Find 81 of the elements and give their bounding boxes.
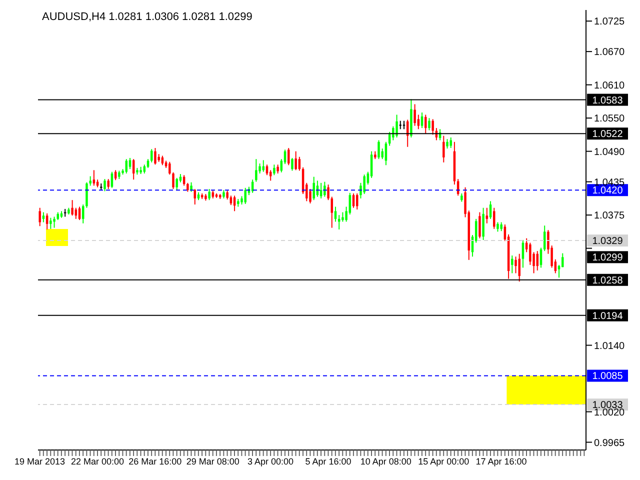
candlestick — [107, 178, 110, 190]
x-tick-label: 22 Mar 00:00 — [70, 456, 124, 466]
y-tick-label: 1.0725 — [594, 16, 626, 28]
x-tick-label: 5 Apr 16:00 — [305, 456, 352, 466]
candlestick — [104, 178, 106, 192]
ref-line-label: 1.0329 — [592, 236, 624, 248]
candlestick — [38, 207, 41, 227]
x-tick-label: 3 Apr 00:00 — [248, 456, 294, 466]
candlestick — [486, 207, 488, 224]
candlestick — [450, 136, 452, 148]
ref-line-label: 1.0194 — [592, 310, 624, 322]
y-tick-label: 1.0610 — [594, 80, 626, 92]
candlestick — [82, 204, 84, 224]
candlestick — [432, 118, 434, 136]
x-tick-label: 19 Mar 2013 — [14, 456, 66, 466]
candlestick — [327, 184, 330, 201]
candlestick — [176, 177, 178, 191]
candlestick — [396, 114, 398, 138]
candlestick — [522, 239, 524, 268]
candlestick — [363, 174, 366, 194]
candlestick — [496, 222, 499, 232]
candlestick — [168, 161, 171, 176]
x-tick-label: 17 Apr 16:00 — [476, 456, 527, 466]
candlestick — [529, 242, 532, 266]
y-tick-label: 1.0670 — [594, 47, 626, 58]
candlestick — [378, 140, 380, 160]
y-tick-label: 0.9965 — [594, 438, 626, 449]
x-tick-label: 15 Apr 00:00 — [418, 456, 470, 466]
candlestick — [125, 158, 128, 174]
candlestick — [309, 188, 312, 204]
candlestick — [110, 171, 114, 188]
x-tick-label: 29 Mar 08:00 — [186, 456, 240, 466]
candlestick — [53, 216, 56, 228]
y-tick-label: 1.0550 — [594, 114, 626, 125]
text: 1.0299 — [592, 252, 624, 264]
candlestick — [273, 164, 276, 176]
candlestick — [46, 212, 48, 230]
candlestick — [414, 104, 416, 126]
candlestick — [446, 138, 448, 150]
ref-line-label: 1.0522 — [592, 129, 624, 140]
candlestick — [172, 172, 174, 190]
candlestick — [291, 157, 294, 172]
chart-title: AUDUSD,H4 1.0281 1.0306 1.0281 1.0299 — [42, 11, 252, 23]
candlestick — [71, 200, 74, 216]
candlestick — [86, 182, 88, 208]
y-tick-label: 1.0490 — [594, 146, 626, 158]
candlestick — [154, 147, 156, 166]
candlestick — [511, 254, 514, 274]
candlestick — [514, 256, 517, 274]
candlestick — [342, 212, 344, 222]
candlestick — [478, 212, 481, 239]
y-tick-label: 1.0140 — [594, 340, 626, 352]
candlestick — [288, 147, 290, 166]
candlestick — [324, 181, 326, 198]
candlestick — [489, 200, 492, 220]
candlestick — [132, 158, 135, 180]
candlestick — [334, 206, 337, 222]
candlestick — [255, 158, 258, 182]
candlestick — [518, 253, 520, 282]
candlestick — [208, 188, 210, 201]
ref-line-label: 1.0583 — [592, 95, 624, 106]
candlestick — [128, 157, 132, 170]
ref-line-label: 1.0420 — [592, 186, 624, 197]
candlestick — [428, 118, 430, 131]
candlestick — [442, 135, 445, 163]
candlestick — [92, 170, 96, 186]
x-tick-label: 26 Mar 16:00 — [128, 456, 182, 466]
candlestick — [312, 176, 315, 201]
candlestick — [50, 217, 52, 230]
candlestick — [482, 207, 484, 240]
candlestick — [42, 212, 45, 223]
candlestick — [89, 176, 92, 186]
candlestick — [294, 150, 297, 171]
candlestick — [392, 126, 394, 141]
candlestick — [194, 188, 196, 206]
y-tick-label: 1.0375 — [594, 210, 626, 222]
x-tick-label: 10 Apr 08:00 — [360, 456, 412, 466]
ref-line-label: 1.0258 — [592, 275, 624, 286]
candlestick — [244, 187, 246, 204]
ref-line-label: 1.0085 — [592, 371, 624, 382]
candlestick — [190, 182, 192, 192]
